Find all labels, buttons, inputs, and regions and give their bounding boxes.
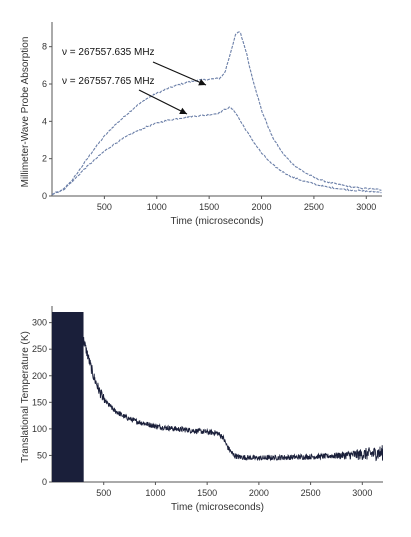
y-tick-label: 300 <box>32 318 47 328</box>
absorption-chart: 500 1000 1500 2000 2500 3000 0 2 4 6 8 ν = 267557.… <box>20 22 382 227</box>
y-tick-label: 0 <box>42 191 47 201</box>
x-tick-label: 2500 <box>304 202 324 212</box>
y-tick-label: 8 <box>42 42 47 52</box>
series-annotation-label: ν = 267557.765 MHz <box>62 76 155 87</box>
absorption-series <box>51 31 382 196</box>
y-tick-label: 200 <box>32 371 47 381</box>
y-tick-label: 250 <box>32 344 47 354</box>
y-tick-label: 2 <box>42 154 47 164</box>
x-tick-label: 2500 <box>301 488 321 498</box>
x-tick-label: 3000 <box>352 488 372 498</box>
temperature-ticks: 500 1000 1500 2000 2500 3000 0 50 100 150 200 250 30… <box>32 318 372 498</box>
x-tick-label: 2000 <box>252 202 272 212</box>
y-tick-label: 4 <box>42 116 47 126</box>
x-tick-label: 1500 <box>199 202 219 212</box>
y-tick-label: 6 <box>42 79 47 89</box>
series-line-1 <box>51 106 382 196</box>
series-line-0 <box>51 31 382 195</box>
x-tick-label: 1000 <box>147 202 167 212</box>
y-tick-label: 50 <box>37 450 47 460</box>
x-tick-label: 1500 <box>197 488 217 498</box>
temperature-series <box>52 312 383 482</box>
temperature-trace-line <box>82 337 383 462</box>
x-tick-label: 2000 <box>249 488 269 498</box>
absorption-ticks: 500 1000 1500 2000 2500 3000 0 2 4 6 8 <box>42 42 376 212</box>
annotation-arrow-head <box>179 107 187 114</box>
x-tick-label: 500 <box>96 488 111 498</box>
absorption-axes <box>51 22 382 197</box>
annotation-arrow-line <box>138 89 188 115</box>
y-tick-label: 100 <box>32 424 47 434</box>
temperature-chart: 500 1000 1500 2000 2500 3000 0 50 100 150 200 250 30… <box>20 306 383 513</box>
absorption-x-axis-label: Time (microseconds) <box>171 216 264 227</box>
temperature-y-axis-label: Translational Temperature (K) <box>20 331 31 463</box>
temperature-trace-group <box>52 312 383 482</box>
y-tick-label: 0 <box>42 477 47 487</box>
x-tick-label: 500 <box>97 202 112 212</box>
x-tick-label: 3000 <box>356 202 376 212</box>
temperature-x-axis-label: Time (microseconds) <box>171 502 264 513</box>
x-tick-label: 1000 <box>145 488 165 498</box>
absorption-y-axis-label: Millimeter-Wave Probe Absorption <box>20 37 31 188</box>
absorption-annotations: ν = 267557.635 MHz ν = 267557.765 MHz <box>62 47 207 115</box>
temperature-saturated-region <box>52 312 84 482</box>
annotation-arrow-line <box>152 61 207 86</box>
annotation-arrow-head <box>198 79 206 86</box>
y-tick-label: 150 <box>32 397 47 407</box>
series-annotation-label: ν = 267557.635 MHz <box>62 47 155 58</box>
